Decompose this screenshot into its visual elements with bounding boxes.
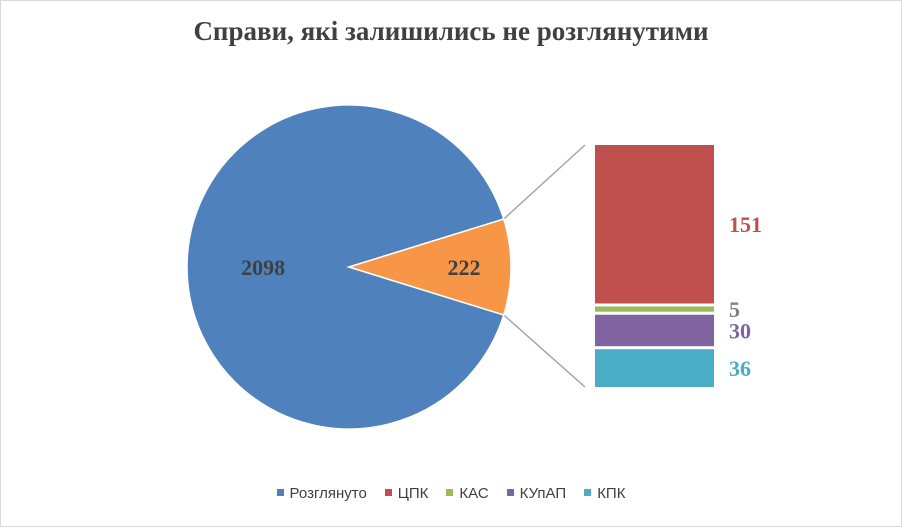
legend-swatch xyxy=(276,489,284,496)
bar-label-tspk: 151 xyxy=(729,212,762,237)
legend-item-tspk: ЦПК xyxy=(384,485,429,502)
legend: Розглянуто ЦПК КАС КУпАП КПК xyxy=(0,485,902,502)
legend-label: КАС xyxy=(459,485,489,502)
bar-segment-kpk xyxy=(595,349,714,387)
legend-swatch xyxy=(446,489,454,496)
pie-slice-ne-rozghlianuto xyxy=(346,218,512,316)
pie-slice-rozghlianuto xyxy=(186,104,505,430)
bar-segment-kas xyxy=(595,306,714,312)
legend-item-kas: КАС xyxy=(446,485,489,502)
connector-line-top xyxy=(503,144,586,220)
legend-item-kpk: КПК xyxy=(584,485,625,502)
legend-label: КПК xyxy=(597,485,626,502)
legend-swatch xyxy=(384,489,392,496)
pie-label-rozghlianuto: 2098 xyxy=(241,255,285,280)
legend-label: КУпАП xyxy=(519,485,567,502)
chart-title: Справи, які залишились не розглянутими xyxy=(193,16,709,46)
bar-label-k-pap: 30 xyxy=(729,318,751,343)
bar-segment-k-pap xyxy=(595,314,714,347)
pie-label-ne-rozghlianuto: 222 xyxy=(448,255,481,280)
legend-swatch xyxy=(506,489,514,496)
legend-item-k-pap: КУпАП xyxy=(506,485,567,502)
bar-label-kas: 5 xyxy=(729,297,740,322)
legend-label: Розглянуто xyxy=(289,485,367,502)
legend-swatch xyxy=(584,489,592,496)
bar-label-kpk: 36 xyxy=(729,356,751,381)
connector-line-bottom xyxy=(503,314,586,388)
legend-item-rozhlianuto: Розглянуто xyxy=(276,485,367,502)
legend-label: ЦПК xyxy=(397,485,429,502)
bar-segment-tspk xyxy=(595,145,714,304)
